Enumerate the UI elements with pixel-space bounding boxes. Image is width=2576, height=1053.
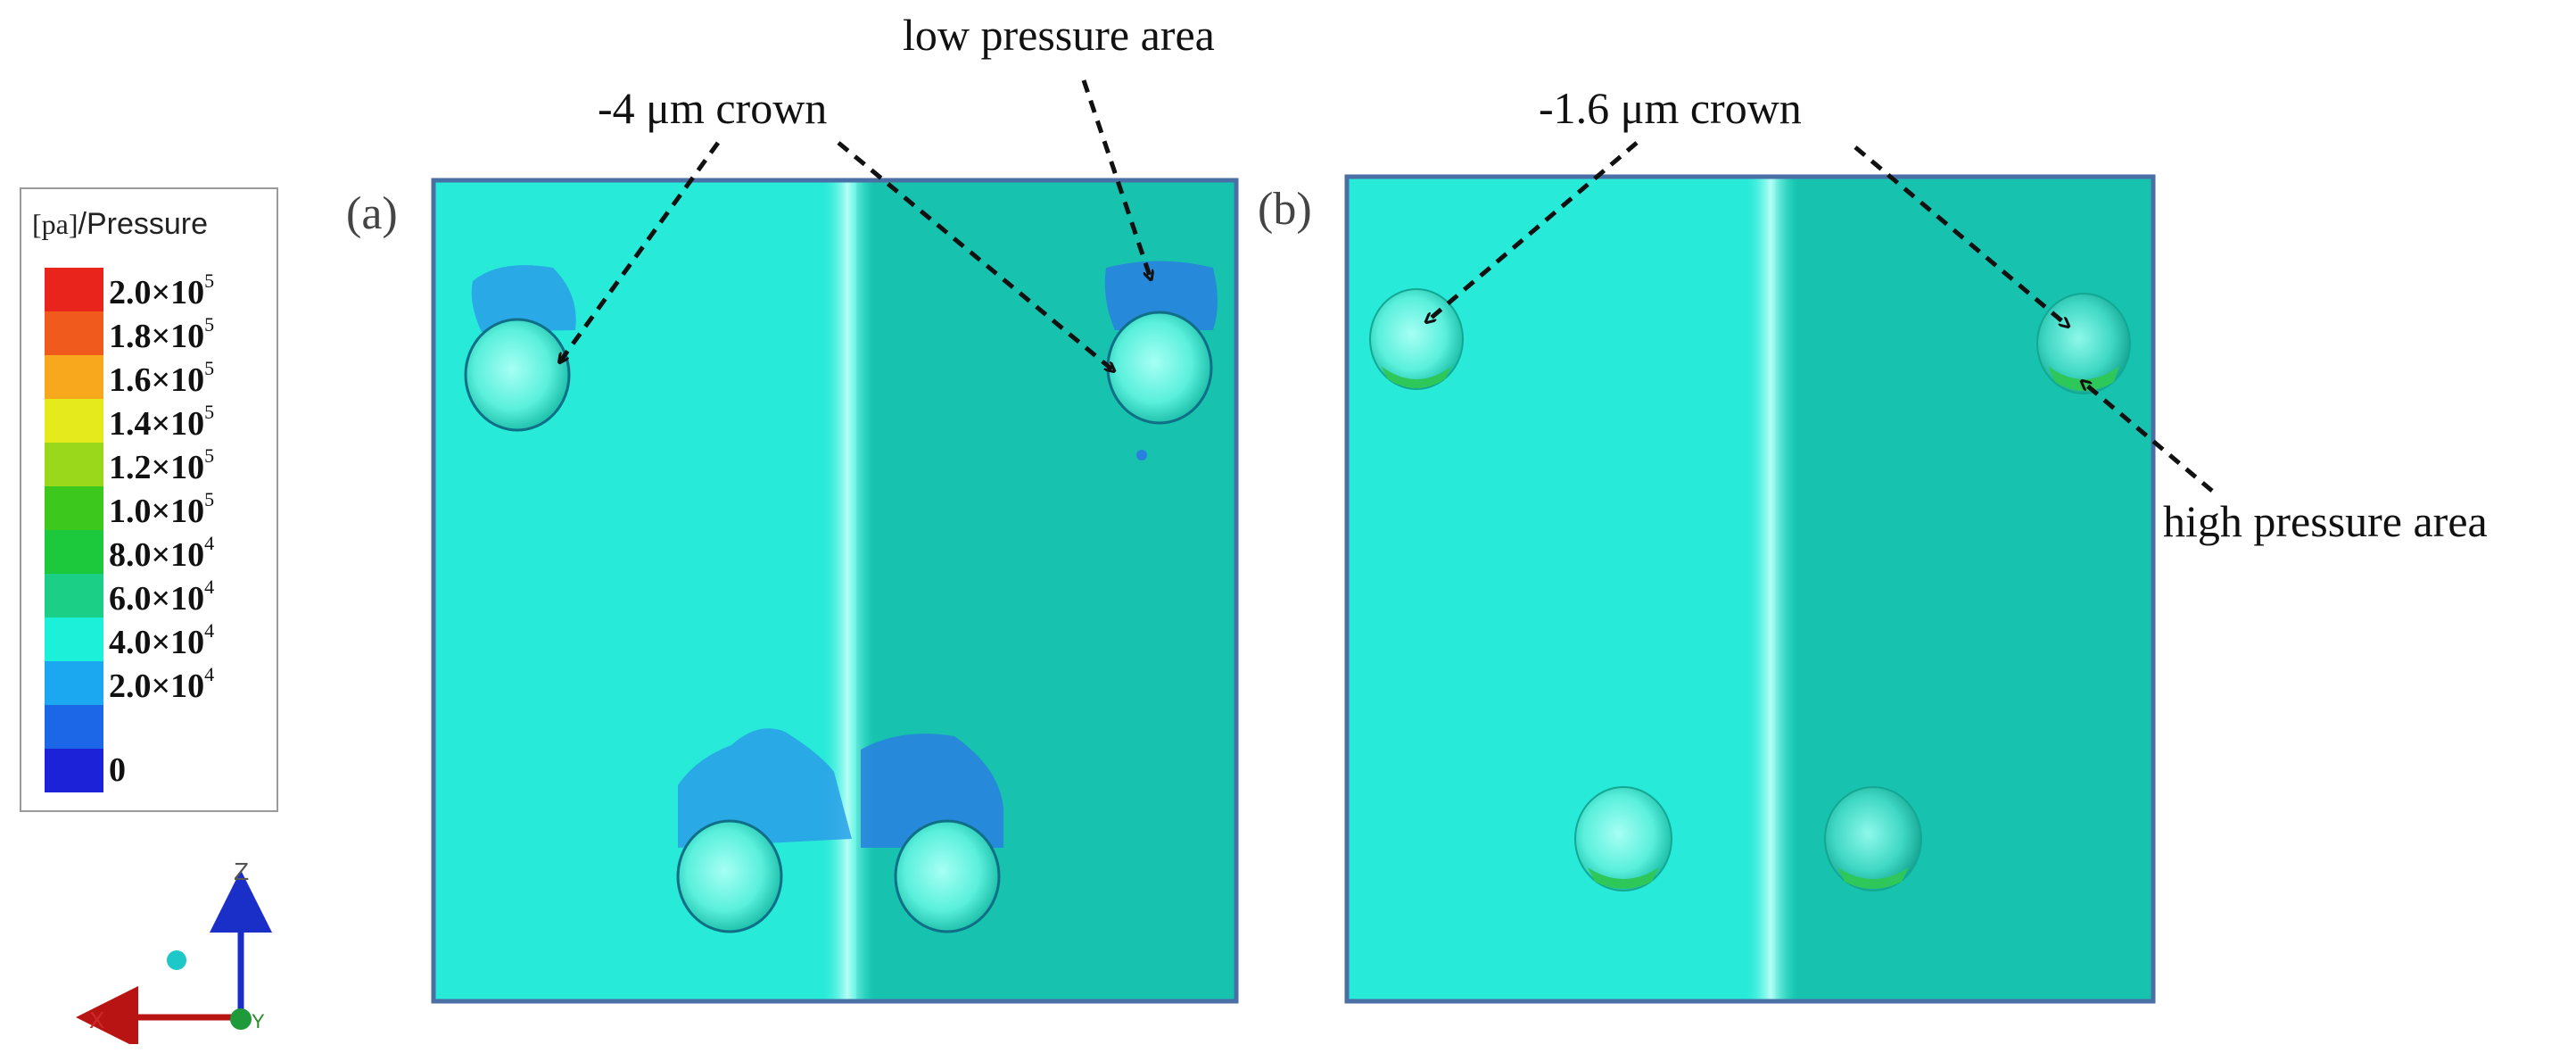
pressure-legend: [pa]/Pressure 2.0×105 1.8×105 1.6×105 1.4×1… — [20, 187, 278, 812]
panel-b-crown-top-right — [2036, 293, 2131, 394]
legend-label: 2.0×105 — [109, 269, 215, 311]
legend-swatch — [45, 486, 103, 530]
panel-a-crown-bottom-right — [894, 819, 1001, 933]
panel-a-low-pressure-top-right — [1104, 261, 1218, 330]
legend-label: 0 — [109, 751, 126, 789]
legend-quantity: /Pressure — [78, 207, 209, 241]
legend-swatch — [45, 661, 103, 705]
panel-a-speck — [1136, 450, 1147, 460]
legend-swatch — [45, 530, 103, 574]
axis-triad: Z X Y — [76, 858, 272, 1044]
panel-a-frame — [431, 178, 1239, 1004]
z-axis-label: Z — [234, 858, 249, 885]
legend-swatch — [45, 399, 103, 443]
panel-b-crown-top-left — [1369, 288, 1464, 390]
legend-swatch — [45, 705, 103, 749]
legend-label: 1.4×105 — [109, 401, 215, 443]
legend-swatch — [45, 311, 103, 355]
panel-b-high-pressure-bottom-left — [1588, 867, 1659, 889]
panel-a-seam — [821, 180, 874, 1001]
legend-swatch — [45, 443, 103, 486]
panel-b-seam — [1744, 177, 1797, 1001]
panel-a — [431, 178, 1239, 1004]
annotation-high-pressure: high pressure area — [2163, 496, 2488, 546]
panel-b-crown-bottom-left — [1574, 786, 1672, 891]
legend-label: 1.8×105 — [109, 313, 215, 355]
panel-b-label: (b) — [1258, 184, 1312, 235]
arrow-crown-b-right — [1854, 145, 2068, 326]
panel-a-low-pressure-bottom-left — [678, 728, 852, 848]
y-axis-label: Y — [252, 1010, 265, 1032]
x-axis-label: X — [89, 1007, 104, 1033]
legend-label: 6.0×104 — [109, 576, 215, 618]
view-orb — [167, 950, 186, 970]
legend-label: 1.0×105 — [109, 488, 215, 530]
legend-label: 1.2×105 — [109, 444, 215, 486]
panel-b-high-pressure-top-right — [2048, 366, 2119, 391]
legend-swatch — [45, 268, 103, 311]
legend-swatch — [45, 574, 103, 618]
panel-b-high-pressure-top-left — [1381, 366, 1452, 388]
panel-a-crown-top-left — [464, 318, 571, 432]
panel-a-crown-top-right — [1106, 311, 1213, 425]
arrow-crown-a-left — [560, 141, 721, 361]
annotation-low-pressure: low pressure area — [903, 10, 1215, 60]
panel-a-low-pressure-bottom-right — [861, 734, 1003, 848]
panel-b-crown-bottom-right — [1824, 786, 1922, 891]
panel-a-crown-bottom-left — [676, 819, 783, 933]
arrow-crown-a-right — [837, 141, 1113, 370]
legend-label: 1.6×105 — [109, 357, 215, 399]
annotation-crown-a: -4 μm crown — [598, 83, 828, 133]
arrow-high-pressure — [2083, 382, 2214, 493]
legend-label: 2.0×104 — [109, 663, 215, 705]
panel-b — [1344, 174, 2156, 1004]
y-axis-dot — [230, 1008, 252, 1030]
legend-swatch — [45, 618, 103, 661]
panel-b-frame — [1344, 174, 2156, 1004]
legend-unit: [pa] — [32, 208, 78, 240]
panel-a-label: (a) — [346, 188, 398, 239]
legend-swatch — [45, 355, 103, 399]
legend-label: 4.0×104 — [109, 619, 215, 661]
panel-a-low-pressure-top-left — [471, 265, 576, 332]
legend-title: [pa]/Pressure — [32, 207, 273, 242]
annotation-crown-b: -1.6 μm crown — [1539, 83, 1802, 133]
panel-b-high-pressure-bottom-right — [1837, 867, 1909, 889]
legend-swatch — [45, 749, 103, 792]
arrow-low-pressure — [1081, 79, 1151, 278]
arrow-crown-b-left — [1427, 141, 1639, 321]
legend-label: 8.0×104 — [109, 532, 215, 574]
